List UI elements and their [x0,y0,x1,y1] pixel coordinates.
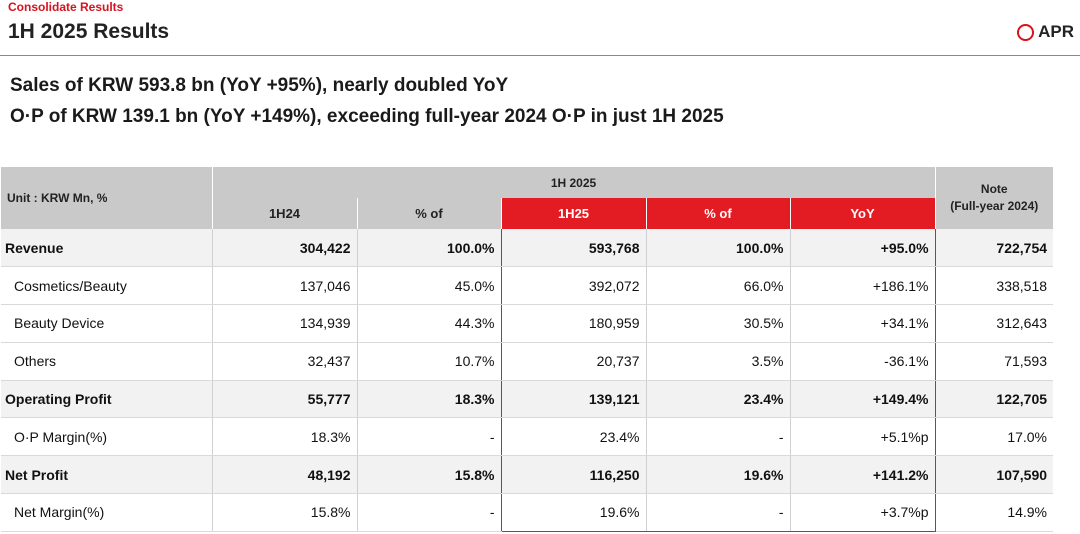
table-row-beauty-device: Beauty Device 134,939 44.3% 180,959 30.5… [1,304,1054,343]
cell-1h25: 23.4% [500,417,647,457]
cell-yoy: +95.0% [790,229,936,268]
cell-note: 107,590 [935,455,1054,495]
cell-share-1h25: - [646,417,791,457]
column-header-1h24: 1H24 [211,198,357,229]
cell-1h24: 304,422 [212,229,358,268]
cell-share-1h24: 10.7% [357,342,501,381]
cell-yoy: +141.2% [790,455,936,495]
note-header: Note (Full-year 2024) [934,167,1054,229]
cell-share-1h24: 44.3% [357,304,501,343]
cell-yoy: +5.1%p [790,417,936,457]
cell-1h24: 48,192 [212,455,358,495]
cell-share-1h25: 3.5% [646,342,791,381]
cell-note: 338,518 [935,266,1054,306]
cell-1h25: 139,121 [500,380,647,419]
cell-share-1h24: - [357,417,501,457]
column-header-share-1h25: % of [645,198,790,229]
cell-1h24: 18.3% [212,417,358,457]
cell-note: 722,754 [935,229,1054,268]
cell-note: 122,705 [935,380,1054,419]
row-label: Net Profit [1,455,213,495]
cell-share-1h24: - [357,493,501,532]
cell-1h25: 19.6% [500,493,647,532]
group-header-1h2025: 1H 2025 [211,167,936,198]
table-row-revenue: Revenue 304,422 100.0% 593,768 100.0% +9… [1,229,1054,268]
table-row-others: Others 32,437 10.7% 20,737 3.5% -36.1% 7… [1,342,1054,381]
cell-share-1h24: 45.0% [357,266,501,306]
cell-1h25: 116,250 [500,455,647,495]
cell-1h24: 137,046 [212,266,358,306]
cell-yoy: +149.4% [790,380,936,419]
cell-1h24: 55,777 [212,380,358,419]
cell-note: 71,593 [935,342,1054,381]
column-header-yoy: YoY [789,198,936,229]
table-row-operating-profit: Operating Profit 55,777 18.3% 139,121 23… [1,380,1054,419]
cell-note: 17.0% [935,417,1054,457]
brand-name: APR [1038,22,1074,41]
row-label: Operating Profit [1,380,213,419]
cell-yoy: -36.1% [790,342,936,381]
headline-sales: Sales of KRW 593.8 bn (YoY +95%), nearly… [10,75,509,96]
row-label: Others [1,342,213,381]
unit-label: Unit : KRW Mn, % [1,167,212,229]
row-label: Net Margin(%) [1,493,213,532]
cell-yoy: +34.1% [790,304,936,343]
cell-note: 312,643 [935,304,1054,343]
note-subtitle: (Full-year 2024) [950,199,1039,213]
cell-share-1h25: 30.5% [646,304,791,343]
page-title: 1H 2025 Results [8,20,170,43]
row-label: Beauty Device [1,304,213,343]
cell-1h25: 593,768 [500,229,647,268]
row-label: Cosmetics/Beauty [1,266,213,306]
cell-yoy: +186.1% [790,266,936,306]
row-label: Revenue [1,229,213,268]
cell-share-1h25: 66.0% [646,266,791,306]
cell-share-1h25: 19.6% [646,455,791,495]
cell-note: 14.9% [935,493,1054,532]
cell-share-1h25: 100.0% [646,229,791,268]
section-label: Consolidate Results [8,0,124,14]
table-row-net-margin: Net Margin(%) 15.8% - 19.6% - +3.7%p 14.… [1,493,1054,532]
table-row-op-margin: O·P Margin(%) 18.3% - 23.4% - +5.1%p 17.… [1,417,1054,457]
cell-1h24: 32,437 [212,342,358,381]
cell-share-1h25: 23.4% [646,380,791,419]
column-header-1h25: 1H25 [500,198,646,229]
brand-logo: APR [1017,22,1074,42]
cell-1h25: 180,959 [500,304,647,343]
cell-share-1h24: 15.8% [357,455,501,495]
column-header-share-1h24: % of [356,198,501,229]
cell-1h25: 20,737 [500,342,647,381]
cell-share-1h25: - [646,493,791,532]
table-row-cosmetics: Cosmetics/Beauty 137,046 45.0% 392,072 6… [1,266,1054,306]
cell-1h25: 392,072 [500,266,647,306]
cell-1h24: 134,939 [212,304,358,343]
cell-1h24: 15.8% [212,493,358,532]
headline-operating-profit: O·P of KRW 139.1 bn (YoY +149%), exceedi… [10,106,724,127]
note-title: Note [980,182,1008,196]
cell-share-1h24: 100.0% [357,229,501,268]
row-label: O·P Margin(%) [1,417,213,457]
title-divider [0,55,1080,56]
circle-logo-icon [1017,23,1035,41]
results-table: Unit : KRW Mn, % 1H 2025 Note (Full-year… [1,167,1054,532]
cell-yoy: +3.7%p [790,493,936,532]
table-row-net-profit: Net Profit 48,192 15.8% 116,250 19.6% +1… [1,455,1054,495]
cell-share-1h24: 18.3% [357,380,501,419]
